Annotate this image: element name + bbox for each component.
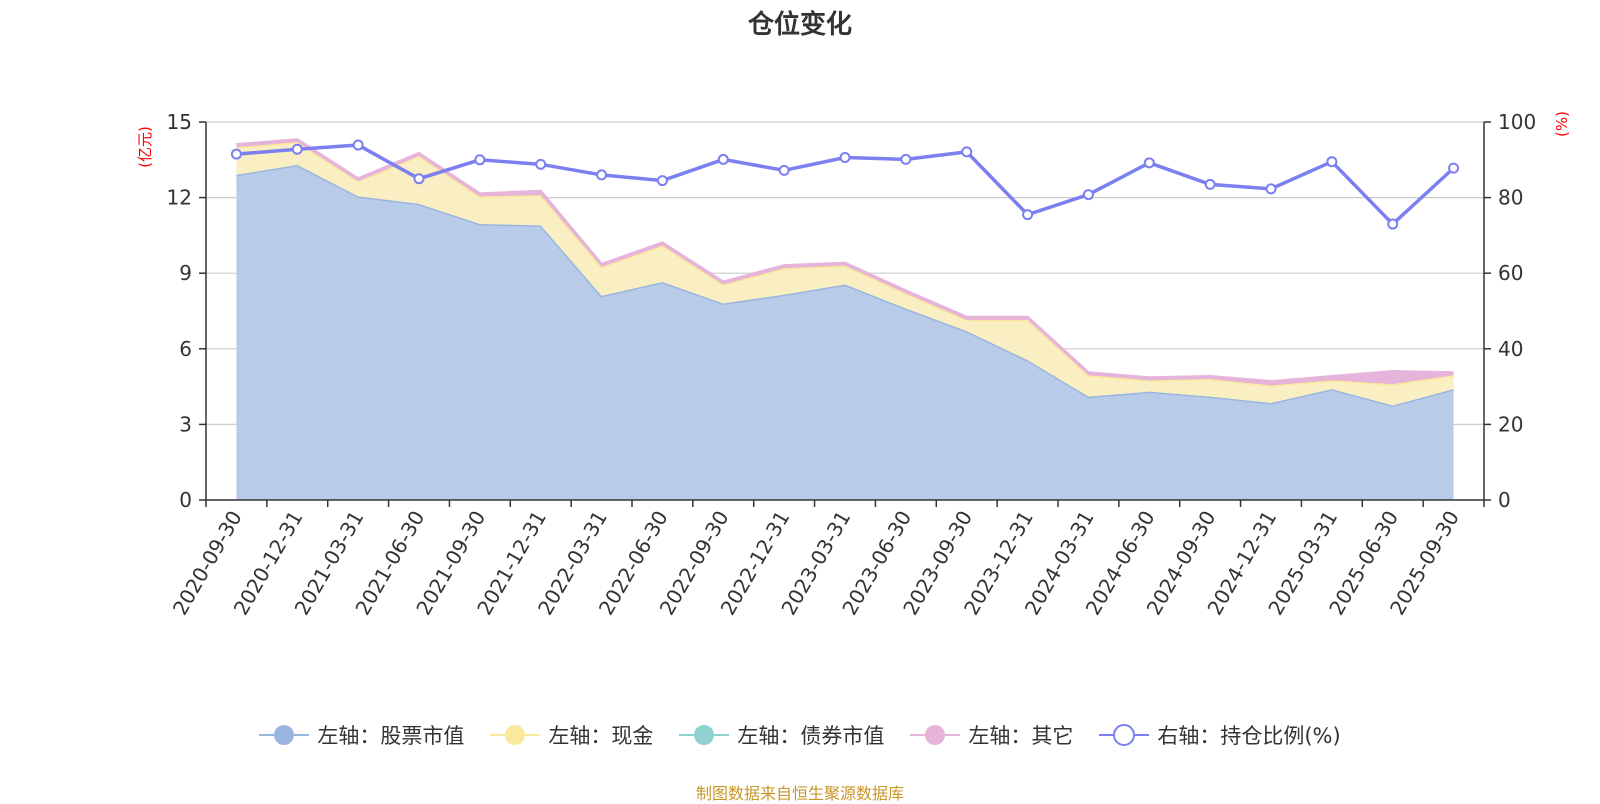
left-tick-label: 9 (179, 261, 192, 285)
left-tick-label: 12 (167, 186, 192, 210)
ratio-point (900, 153, 912, 165)
ratio-point (474, 154, 486, 166)
left-tick-label: 6 (179, 337, 192, 361)
source-note: 制图数据来自恒生聚源数据库 (695, 784, 904, 803)
ratio-point (291, 143, 303, 155)
area-stock (236, 164, 1454, 500)
left-axis-unit: (亿元) (136, 126, 154, 168)
ratio-point (1022, 209, 1034, 221)
legend-swatch-icon (910, 725, 961, 745)
ratio-point (1082, 189, 1094, 201)
right-tick-label: 0 (1498, 488, 1511, 512)
ratio-point (413, 173, 425, 185)
legend-label: 左轴：其它 (968, 724, 1074, 748)
legend-item-bond[interactable]: 左轴：债券市值 (679, 720, 884, 750)
left-tick-label: 3 (179, 412, 192, 436)
legend-label: 左轴：现金 (548, 724, 654, 748)
ratio-point (1204, 178, 1216, 190)
ratio-point (352, 139, 364, 151)
area-cash (236, 142, 1454, 406)
legend-item-cash[interactable]: 左轴：现金 (490, 720, 653, 750)
left-tick-label: 0 (179, 488, 192, 512)
left-tick-label: 15 (167, 110, 192, 134)
ratio-point (1387, 218, 1399, 230)
ratio-point (839, 152, 851, 164)
legend-item-stock[interactable]: 左轴：股票市值 (259, 720, 464, 750)
right-tick-label: 40 (1498, 337, 1523, 361)
ratio-point (596, 169, 608, 181)
ratio-point (778, 164, 790, 176)
legend-swatch-icon (259, 725, 310, 745)
legend-label: 右轴：持仓比例(%) (1157, 724, 1341, 748)
ratio-point (961, 146, 973, 158)
ratio-point (656, 175, 668, 187)
ratio-point (535, 158, 547, 170)
right-tick-label: 20 (1498, 412, 1523, 436)
right-tick-label: 100 (1498, 110, 1536, 134)
legend-item-ratio[interactable]: 右轴：持仓比例(%) (1099, 720, 1341, 750)
chart-legend: 左轴：股票市值 左轴：现金 左轴：债券市值 左轴：其它 右轴：持仓比例(%) (0, 720, 1600, 750)
legend-swatch-icon (490, 725, 541, 745)
line-other (236, 138, 1454, 384)
legend-label: 左轴：股票市值 (317, 724, 465, 748)
ratio-point (1448, 162, 1460, 174)
chart-title: 仓位变化 (747, 10, 852, 40)
legend-swatch-icon (1099, 724, 1150, 746)
ratio-point (1265, 183, 1277, 195)
right-tick-label: 60 (1498, 261, 1523, 285)
legend-swatch-icon (679, 725, 730, 745)
ratio-point (1143, 157, 1155, 169)
ratio-point (230, 148, 242, 160)
ratio-point (717, 153, 729, 165)
right-tick-label: 80 (1498, 186, 1523, 210)
right-axis-unit: (%) (1553, 111, 1571, 137)
ratio-point (1326, 156, 1338, 168)
legend-label: 左轴：债券市值 (737, 724, 885, 748)
legend-item-other[interactable]: 左轴：其它 (910, 720, 1073, 750)
